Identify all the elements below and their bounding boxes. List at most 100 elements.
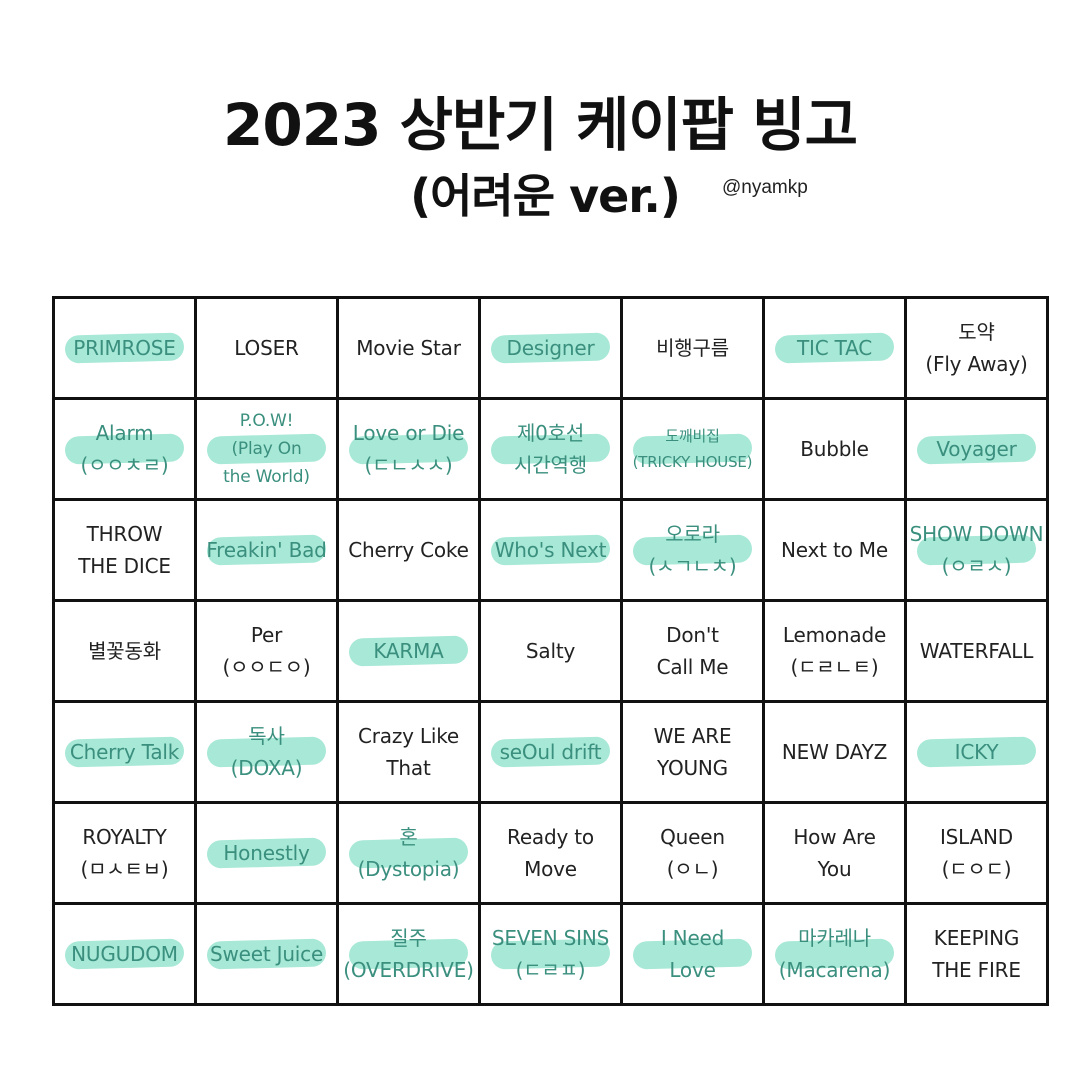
bingo-cell-text: Next to Me [781,538,888,562]
bingo-cell-text: PRIMROSE [73,336,176,360]
bingo-cell-content: ROYALTY (ㅁㅅㅌㅂ) [55,804,194,902]
bingo-cell: WATERFALL [904,599,1049,703]
bingo-row: Alarm (ㅇㅇㅊㄹ) P.O.W! (Play On the World) Lo… [52,397,1049,501]
bingo-cell-content: SEVEN SINS (ㄷㄹㅍ) [481,905,620,1003]
bingo-cell-content: ICKY [907,703,1046,801]
bingo-cell: PRIMROSE [52,296,197,400]
bingo-cell-content: THROW THE DICE [55,501,194,599]
bingo-cell: 비행구름 [620,296,765,400]
bingo-cell: Crazy Like That [336,700,481,804]
bingo-cell-content: seOul drift [481,703,620,801]
bingo-cell-text: 질주 (OVERDRIVE) [343,926,474,982]
bingo-cell-text: Cherry Talk [69,740,180,764]
bingo-cell-text: P.O.W! (Play On the World) [223,411,310,487]
bingo-cell-content: Next to Me [765,501,904,599]
bingo-cell-content: ISLAND (ㄷㅇㄷ) [907,804,1046,902]
bingo-cell-content: Alarm (ㅇㅇㅊㄹ) [55,400,194,498]
bingo-cell: Love or Die (ㄷㄴㅅㅅ) [336,397,481,501]
bingo-cell-content: 혼 (Dystopia) [339,804,478,902]
bingo-cell: 독사 (DOXA) [194,700,339,804]
bingo-cell-text: KEEPING THE FIRE [932,926,1021,982]
bingo-cell-text: Movie Star [356,336,461,360]
bingo-cell-content: PRIMROSE [55,299,194,397]
bingo-cell-content: Sweet Juice [197,905,336,1003]
bingo-cell-content: 도깨비집 (TRICKY HOUSE) [623,400,762,498]
bingo-cell: 별꽃동화 [52,599,197,703]
bingo-cell: NUGUDOM [52,902,197,1006]
bingo-cell-text: THROW THE DICE [78,522,171,578]
bingo-cell-text: Per (ㅇㅇㄷㅇ) [222,623,311,679]
bingo-cell: Honestly [194,801,339,905]
bingo-row: PRIMROSE LOSER Movie Star Designer 비행구름 TIC T… [52,296,1049,400]
bingo-cell-content: WATERFALL [907,602,1046,700]
bingo-cell: How Are You [762,801,907,905]
bingo-cell: 도깨비집 (TRICKY HOUSE) [620,397,765,501]
bingo-cell: Voyager [904,397,1049,501]
bingo-cell-content: Ready to Move [481,804,620,902]
bingo-cell-text: Love or Die (ㄷㄴㅅㅅ) [352,421,465,477]
bingo-cell: Cherry Talk [52,700,197,804]
bingo-cell: Cherry Coke [336,498,481,602]
bingo-cell-content: Per (ㅇㅇㄷㅇ) [197,602,336,700]
bingo-cell: KARMA [336,599,481,703]
bingo-cell-text: TIC TAC [797,336,872,360]
bingo-cell: LOSER [194,296,339,400]
bingo-cell: TIC TAC [762,296,907,400]
bingo-cell-content: SHOW DOWN (ㅇㄹㅅ) [907,501,1046,599]
bingo-cell-text: Designer [506,336,595,360]
bingo-cell-content: NUGUDOM [55,905,194,1003]
bingo-cell-text: WE ARE YOUNG [653,724,732,780]
bingo-cell-content: KARMA [339,602,478,700]
bingo-cell-content: Lemonade (ㄷㄹㄴㅌ) [765,602,904,700]
bingo-cell-content: I Need Love [623,905,762,1003]
bingo-cell-text: 제0호선 시간역행 [514,421,587,477]
bingo-cell: Lemonade (ㄷㄹㄴㅌ) [762,599,907,703]
bingo-cell: Ready to Move [478,801,623,905]
bingo-cell: KEEPING THE FIRE [904,902,1049,1006]
bingo-cell: Who's Next [478,498,623,602]
bingo-cell-text: NEW DAYZ [781,740,888,764]
bingo-cell-content: P.O.W! (Play On the World) [197,400,336,498]
bingo-cell-content: LOSER [197,299,336,397]
bingo-subtitle: (어려운 ver.) [410,169,681,223]
bingo-cell-text: SEVEN SINS (ㄷㄹㅍ) [491,926,610,982]
bingo-cell-content: 오로라 (ㅅㄱㄴㅊ) [623,501,762,599]
bingo-cell-text: 도깨비집 (TRICKY HOUSE) [632,427,753,471]
bingo-cell-text: Lemonade (ㄷㄹㄴㅌ) [782,623,887,679]
bingo-cell: NEW DAYZ [762,700,907,804]
bingo-cell-content: Salty [481,602,620,700]
bingo-cell: SHOW DOWN (ㅇㄹㅅ) [904,498,1049,602]
bingo-cell-text: Alarm (ㅇㅇㅊㄹ) [80,421,169,477]
bingo-cell-text: Queen (ㅇㄴ) [660,825,725,881]
bingo-cell-text: 별꽃동화 [88,639,161,663]
bingo-cell-text: Bubble [800,437,869,461]
bingo-cell-content: Voyager [907,400,1046,498]
bingo-cell: Movie Star [336,296,481,400]
bingo-cell-text: ICKY [954,740,999,764]
bingo-cell-text: Don't Call Me [656,623,729,679]
bingo-cell-text: 도약 (Fly Away) [925,320,1028,376]
bingo-cell: Bubble [762,397,907,501]
bingo-cell-content: NEW DAYZ [765,703,904,801]
bingo-cell-content: Crazy Like That [339,703,478,801]
bingo-cell-text: Freakin' Bad [206,538,327,562]
bingo-cell-text: 오로라 (ㅅㄱㄴㅊ) [648,522,737,578]
bingo-cell: Per (ㅇㅇㄷㅇ) [194,599,339,703]
bingo-cell: ISLAND (ㄷㅇㄷ) [904,801,1049,905]
bingo-cell: seOul drift [478,700,623,804]
bingo-cell-content: Movie Star [339,299,478,397]
bingo-row: THROW THE DICE Freakin' Bad Cherry Coke Who… [52,498,1049,602]
bingo-cell-content: Don't Call Me [623,602,762,700]
bingo-cell-content: Designer [481,299,620,397]
bingo-board: PRIMROSE LOSER Movie Star Designer 비행구름 TIC T… [52,296,1049,1006]
bingo-cell-content: Who's Next [481,501,620,599]
bingo-cell-text: 마카레나 (Macarena) [778,926,891,982]
bingo-row: NUGUDOM Sweet Juice 질주 (OVERDRIVE) SEVEN SI… [52,902,1049,1006]
bingo-cell: Next to Me [762,498,907,602]
bingo-cell-text: ISLAND (ㄷㅇㄷ) [939,825,1014,881]
bingo-cell: 혼 (Dystopia) [336,801,481,905]
bingo-cell-content: TIC TAC [765,299,904,397]
bingo-cell-content: How Are You [765,804,904,902]
bingo-cell-content: Love or Die (ㄷㄴㅅㅅ) [339,400,478,498]
bingo-cell-text: 비행구름 [656,336,729,360]
